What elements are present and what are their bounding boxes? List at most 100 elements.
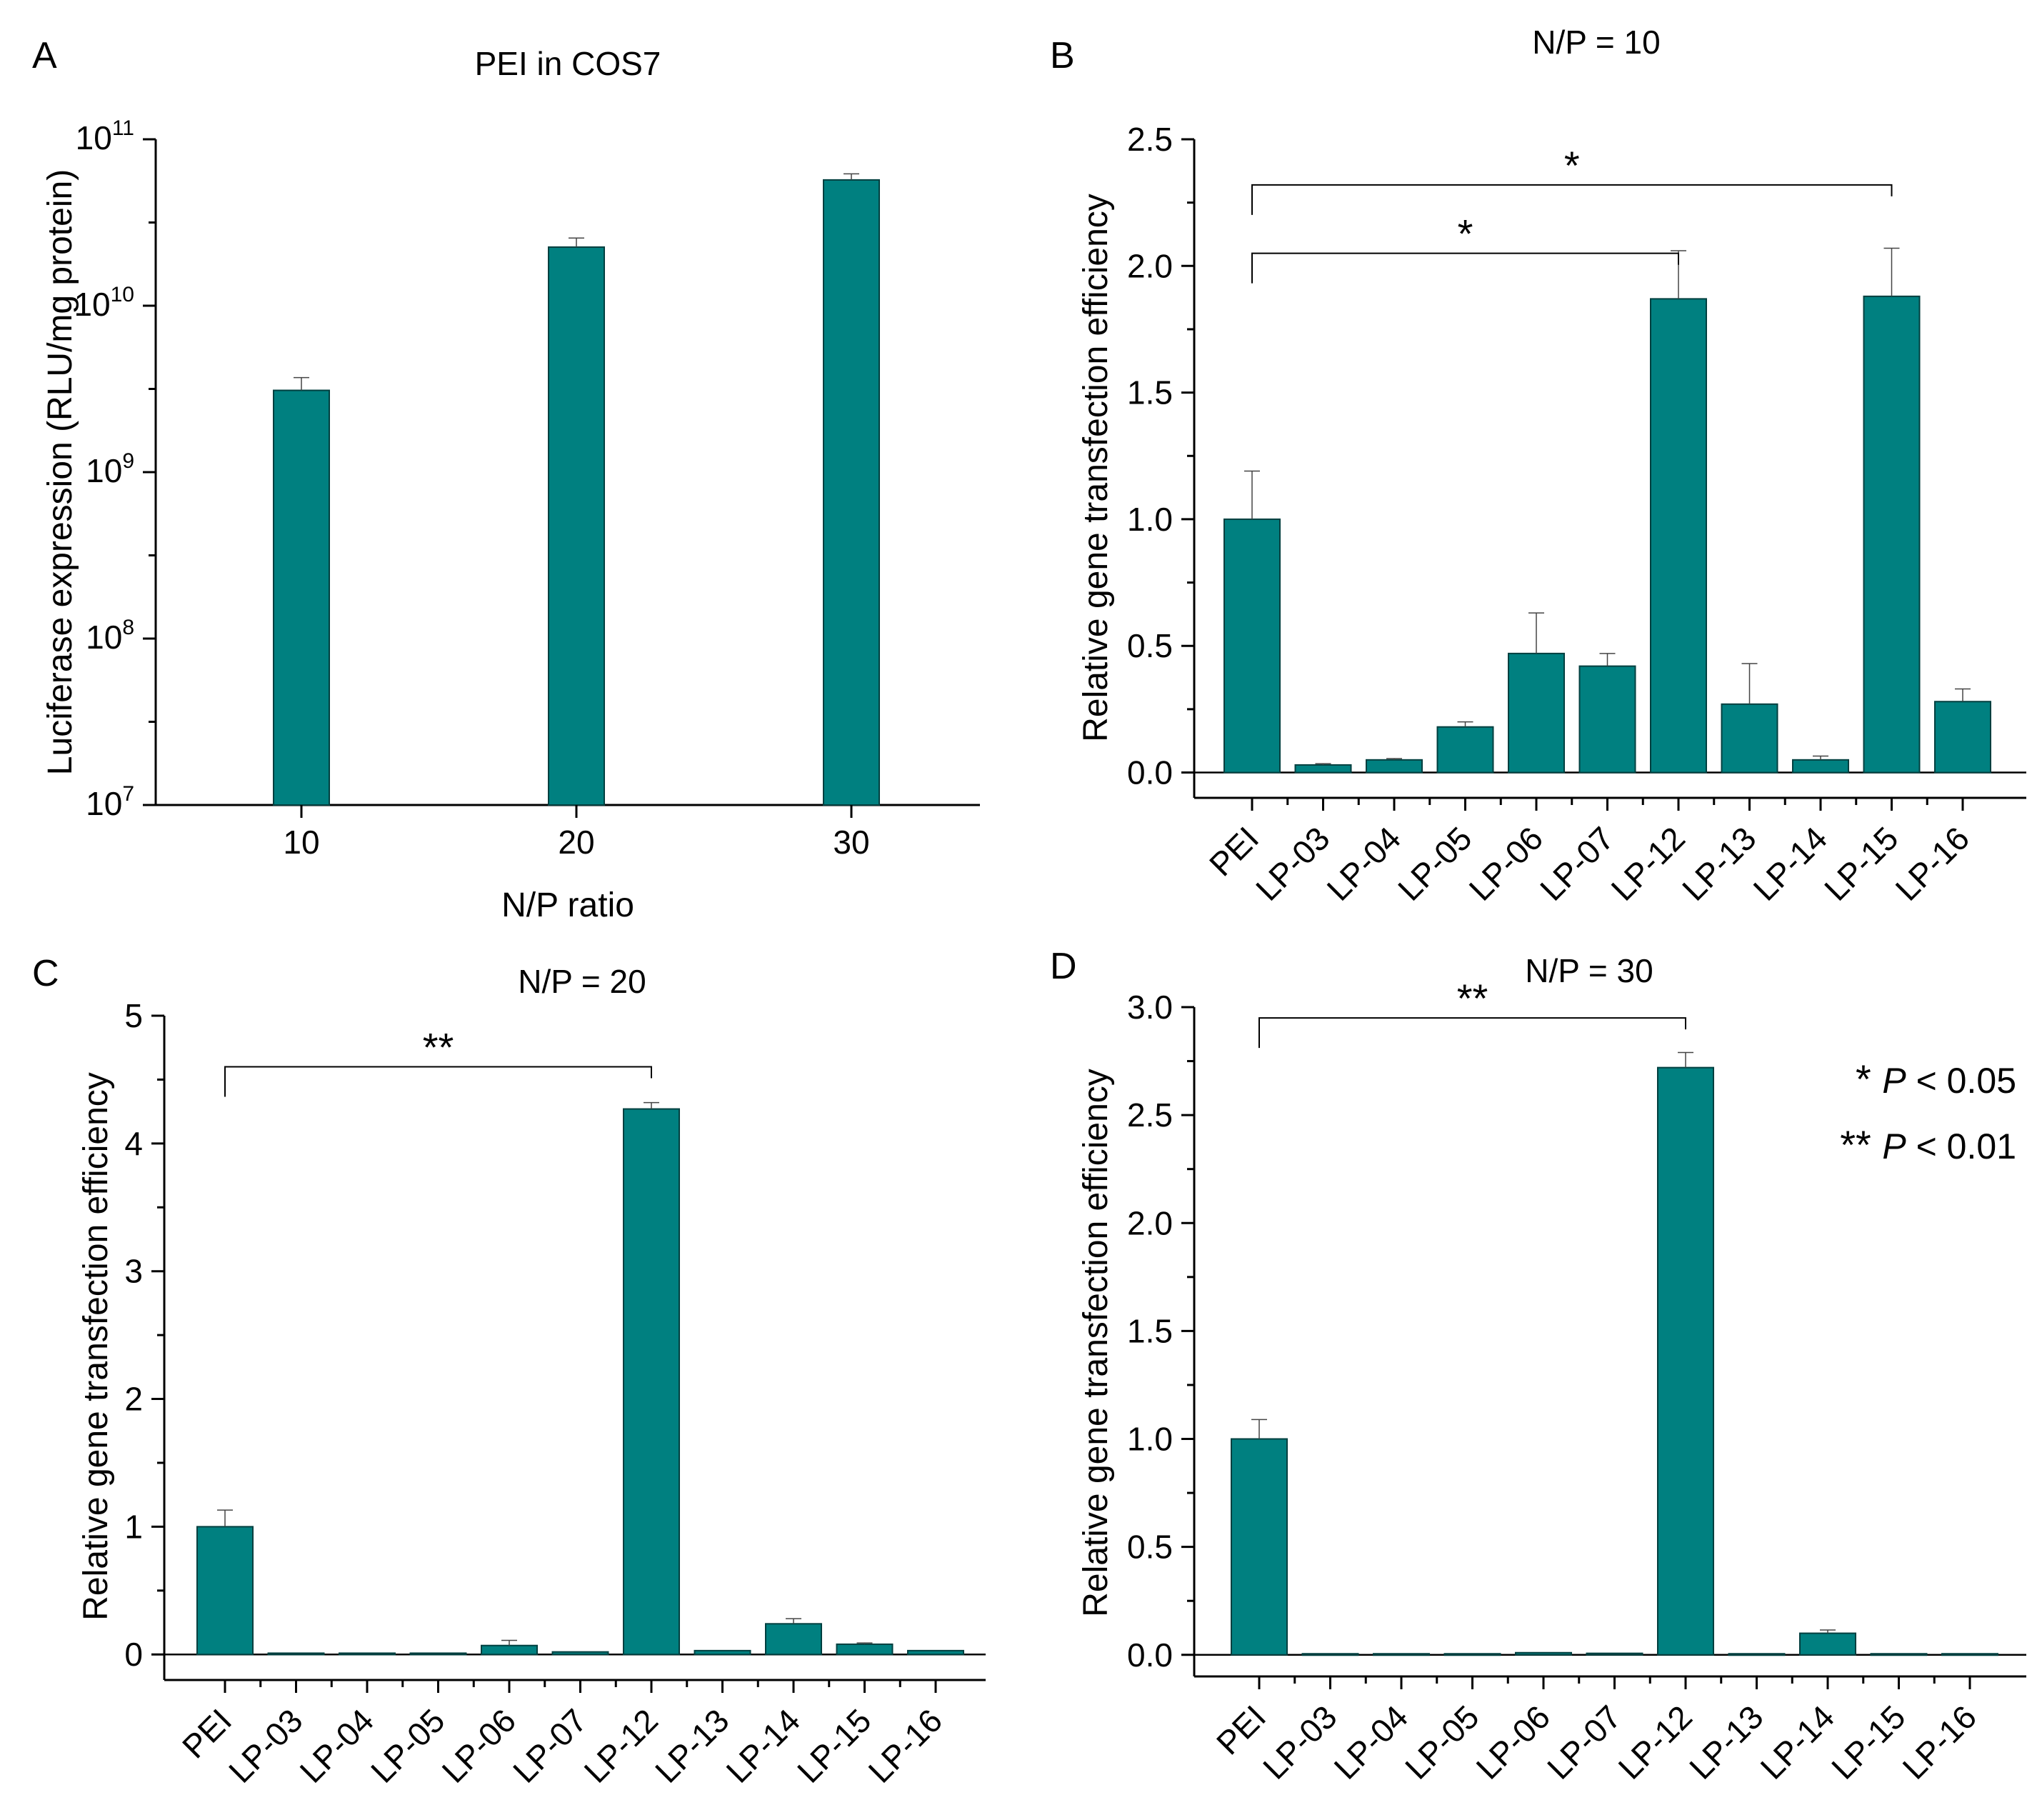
significance-legend: * P < 0.05 ** P < 0.01 — [1840, 1056, 2016, 1167]
legend-threshold: < 0.01 — [1906, 1126, 2016, 1166]
x-tick-label: LP-13 — [1682, 1698, 1771, 1786]
bar-lp-05 — [409, 1652, 467, 1656]
x-tick-label: LP-13 — [648, 1701, 736, 1790]
bar-lp-06 — [1515, 1651, 1572, 1656]
bar-pei — [196, 1526, 254, 1656]
panel-letter: D — [1050, 946, 1077, 987]
significance-label: ** — [423, 1025, 454, 1070]
bar-lp-03 — [1294, 764, 1352, 774]
significance-label: * — [1564, 143, 1580, 188]
bar-lp-04 — [1366, 759, 1423, 774]
x-tick-label: LP-03 — [221, 1701, 310, 1790]
bar-lp-15 — [1863, 295, 1921, 774]
x-tick-label: LP-14 — [1753, 1698, 1842, 1786]
bar-lp-05 — [1443, 1653, 1501, 1656]
significance-bracket — [1251, 252, 1679, 284]
bar-lp-06 — [481, 1644, 538, 1656]
legend-threshold: < 0.05 — [1906, 1061, 2016, 1101]
x-tick-label: LP-03 — [1256, 1698, 1344, 1786]
bar-lp-16 — [1934, 701, 1991, 774]
bar-lp-04 — [339, 1652, 396, 1656]
y-tick-label: 0 — [124, 1636, 143, 1673]
y-tick-label: 1010 — [74, 283, 134, 323]
panel-b: B N/P = 10 Relative gene transfection eff… — [1050, 24, 2026, 908]
y-tick-label: 2.0 — [1127, 247, 1173, 284]
x-tick-label: LP-04 — [1320, 819, 1408, 908]
y-tick-label: 0.5 — [1127, 1529, 1173, 1566]
x-tick-label: LP-12 — [577, 1701, 666, 1790]
y-tick-label: 107 — [86, 782, 134, 822]
y-tick-label: 1011 — [76, 116, 134, 156]
bar-pei — [1231, 1438, 1288, 1656]
bar-20 — [548, 246, 605, 806]
x-tick-label: LP-15 — [790, 1701, 879, 1790]
y-tick-label: 2.0 — [1127, 1204, 1173, 1241]
y-tick-label: 3.0 — [1127, 989, 1173, 1026]
significance-label: * — [1458, 211, 1473, 256]
bar-30 — [823, 179, 880, 806]
legend-item: ** P < 0.01 — [1840, 1122, 2016, 1167]
significance-label: ** — [1457, 976, 1488, 1021]
y-tick-label: 109 — [86, 449, 134, 489]
x-tick-label: LP-15 — [1824, 1698, 1913, 1786]
chart-title: N/P = 30 — [1525, 952, 1653, 989]
x-tick-label: LP-16 — [1888, 819, 1977, 908]
legend-stars: ** — [1840, 1122, 1882, 1167]
x-tick-label: 10 — [283, 824, 319, 861]
x-tick-label: LP-15 — [1817, 819, 1906, 908]
y-tick-label: 1 — [124, 1508, 143, 1545]
x-tick-label: 20 — [558, 824, 594, 861]
bar-lp-12 — [1657, 1066, 1714, 1656]
y-tick-label: 5 — [124, 997, 143, 1034]
panel-letter: C — [32, 953, 59, 994]
panel-a: A PEI in COS7 Luciferase expression (RLU/… — [32, 35, 980, 924]
bar-lp-14 — [1799, 1632, 1856, 1656]
y-tick-label: 2.5 — [1127, 1096, 1173, 1134]
bar-lp-06 — [1508, 652, 1565, 774]
bar-lp-13 — [694, 1649, 751, 1656]
bar-lp-15 — [1870, 1653, 1928, 1656]
x-tick-label: 30 — [833, 824, 869, 861]
significance-bracket — [224, 1066, 652, 1097]
panel-letter: B — [1050, 35, 1075, 76]
x-tick-label: LP-06 — [435, 1701, 524, 1790]
legend-stars: * — [1856, 1056, 1882, 1101]
bar-lp-03 — [1301, 1653, 1359, 1656]
x-tick-label: LP-05 — [1391, 819, 1479, 908]
y-axis-title: Relative gene transfection efficiency — [77, 1072, 115, 1621]
chart-title: PEI in COS7 — [475, 45, 661, 82]
bar-lp-12 — [1650, 298, 1707, 774]
bar-lp-04 — [1373, 1653, 1430, 1656]
bar-lp-16 — [1941, 1653, 1998, 1656]
x-tick-label: LP-07 — [1540, 1698, 1628, 1786]
y-tick-label: 1.0 — [1127, 501, 1173, 538]
y-tick-label: 0.0 — [1127, 754, 1173, 791]
legend-p: P — [1882, 1061, 1906, 1101]
bar-lp-07 — [1578, 665, 1636, 774]
y-tick-label: 4 — [124, 1125, 143, 1162]
bar-lp-05 — [1436, 726, 1494, 774]
y-axis-title: Relative gene transfection efficiency — [1077, 1069, 1115, 1617]
y-tick-label: 108 — [86, 616, 134, 656]
chart-title: N/P = 20 — [518, 963, 646, 1000]
bar-lp-16 — [907, 1649, 964, 1656]
significance-bracket — [1258, 1017, 1686, 1049]
x-tick-label: LP-13 — [1675, 819, 1763, 908]
chart-title: N/P = 10 — [1532, 24, 1660, 61]
bar-lp-14 — [765, 1623, 822, 1656]
x-tick-label: LP-04 — [1327, 1698, 1416, 1786]
y-tick-label: 3 — [124, 1253, 143, 1290]
y-tick-label: 0.0 — [1127, 1636, 1173, 1674]
significance-bracket — [1251, 184, 1893, 215]
panel-c: C N/P = 20 Relative gene transfection eff… — [32, 953, 986, 1790]
bar-pei — [1223, 518, 1281, 774]
x-tick-label: LP-03 — [1248, 819, 1337, 908]
y-tick-label: 1.5 — [1127, 1312, 1173, 1349]
x-tick-label: LP-07 — [1533, 819, 1621, 908]
bar-lp-14 — [1792, 759, 1849, 774]
x-tick-label: LP-06 — [1469, 1698, 1558, 1786]
legend-item: * P < 0.05 — [1856, 1056, 2016, 1101]
bar-10 — [273, 389, 330, 806]
x-tick-label: LP-14 — [719, 1701, 808, 1790]
